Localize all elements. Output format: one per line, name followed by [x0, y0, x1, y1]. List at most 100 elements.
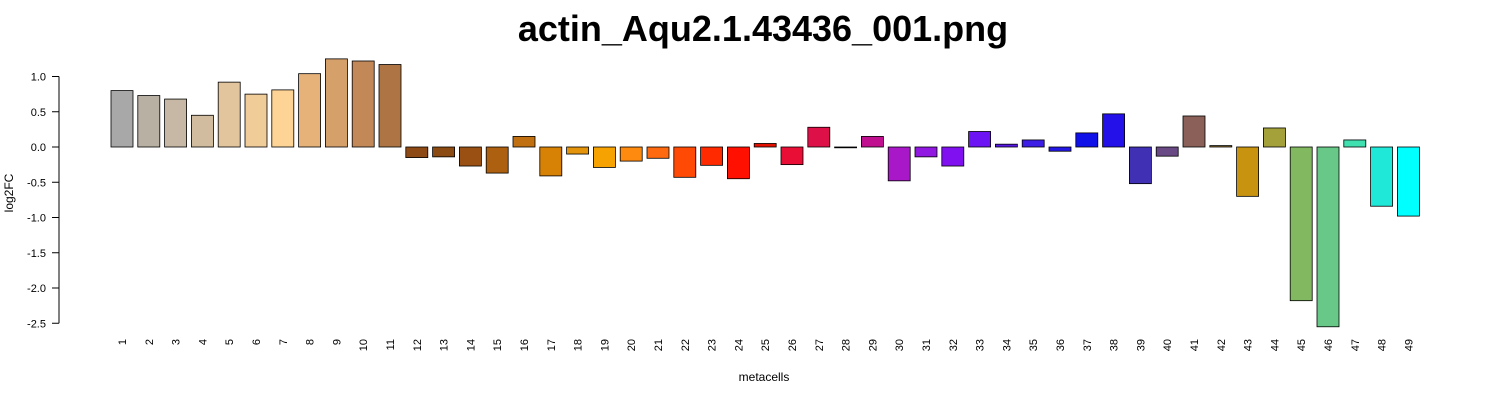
bar-metacell-10: [351, 60, 375, 148]
y-tick-label: -2.0: [27, 283, 46, 295]
bar-metacell-39: [1129, 146, 1152, 185]
x-tick-label: 23: [707, 339, 719, 351]
x-tick-label: 2: [144, 339, 156, 345]
bar-metacell-12: [405, 146, 429, 158]
bar-metacell-28: [834, 146, 857, 149]
bar-metacell-24: [727, 146, 750, 180]
x-tick-label: 25: [760, 339, 772, 351]
x-tick-label: 38: [1109, 339, 1121, 351]
bar-metacell-29: [861, 136, 884, 148]
bar-metacell-44: [1263, 127, 1286, 148]
bar-metacell-45: [1289, 146, 1313, 302]
bar-metacell-26: [780, 146, 804, 166]
x-tick-label: 9: [331, 339, 343, 345]
y-axis: 1.0 0.5 0.0 -0.5 -1.0 -1.5 -2.0 -2.5: [27, 72, 60, 330]
bar-metacell-19: [593, 146, 616, 168]
x-tick-label: 48: [1377, 339, 1389, 351]
bars: [110, 58, 1420, 328]
bar-metacell-36: [1048, 146, 1072, 152]
x-tick-label: 44: [1269, 339, 1281, 351]
bar-metacell-2: [137, 95, 161, 148]
bar-metacell-3: [164, 98, 188, 148]
x-tick-label: 32: [948, 339, 960, 351]
x-tick-label: 13: [439, 339, 451, 351]
y-tick-label: -1.5: [27, 248, 46, 260]
x-tick-label: 20: [626, 339, 638, 351]
bar-metacell-18: [566, 146, 589, 155]
x-tick-label: 4: [197, 339, 209, 345]
x-tick-label: 18: [573, 339, 585, 351]
y-tick-label: -2.5: [27, 318, 46, 330]
x-tick-label: 39: [1135, 339, 1147, 351]
bar-metacell-1: [110, 90, 134, 148]
y-tick-label: 0.0: [31, 142, 46, 154]
x-tick-label: 40: [1162, 339, 1174, 351]
bar-metacell-15: [485, 146, 509, 174]
x-tick-label: 11: [385, 339, 397, 350]
x-tick-label: 42: [1216, 339, 1228, 351]
x-axis-title: metacells: [739, 370, 790, 384]
x-tick-label: 16: [519, 339, 531, 351]
y-tick-label: -0.5: [27, 177, 46, 189]
bar-metacell-34: [995, 143, 1018, 148]
y-tick-label: 0.5: [31, 107, 46, 119]
bar-metacell-8: [298, 73, 322, 148]
bar-metacell-32: [941, 146, 965, 167]
x-tick-label: 8: [305, 339, 317, 345]
x-tick-label: 19: [599, 339, 611, 351]
bar-metacell-23: [700, 146, 723, 166]
x-tick-label: 26: [787, 339, 799, 351]
bar-metacell-41: [1182, 115, 1206, 148]
bar-metacell-49: [1397, 146, 1420, 217]
bar-metacell-31: [914, 146, 938, 158]
bar-metacell-6: [244, 93, 268, 148]
x-tick-label: 10: [358, 339, 370, 351]
bar-metacell-21: [646, 146, 670, 159]
x-tick-label: 31: [921, 339, 933, 351]
bar-metacell-42: [1209, 145, 1233, 148]
bar-metacell-4: [190, 114, 214, 148]
x-tick-label: 47: [1350, 339, 1362, 351]
x-tick-label: 12: [412, 339, 424, 351]
x-tick-label: 27: [814, 339, 826, 351]
x-tick-label: 41: [1189, 339, 1201, 351]
bar-metacell-35: [1021, 139, 1045, 148]
x-tick-label: 14: [465, 339, 477, 351]
x-tick-label: 15: [492, 339, 504, 351]
bar-metacell-25: [753, 143, 777, 148]
x-tick-label: 35: [1028, 339, 1040, 351]
x-tick-label: 34: [1001, 339, 1013, 351]
bar-metacell-40: [1155, 146, 1179, 157]
bar-metacell-22: [673, 146, 697, 178]
x-tick-label: 46: [1323, 339, 1335, 351]
bar-metacell-37: [1075, 132, 1099, 148]
bar-metacell-16: [512, 136, 536, 148]
x-tick-label: 36: [1055, 339, 1067, 351]
x-tick-label: 24: [733, 339, 745, 351]
x-tick-label: 28: [841, 339, 853, 351]
x-tick-label: 45: [1296, 339, 1308, 351]
bar-metacell-13: [432, 146, 456, 158]
y-tick-label: 1.0: [31, 72, 46, 84]
x-tick-label: 22: [680, 339, 692, 351]
bar-metacell-17: [539, 146, 563, 177]
bar-metacell-47: [1343, 139, 1367, 148]
x-tick-label: 37: [1082, 339, 1094, 351]
x-tick-label: 17: [546, 339, 558, 351]
bar-metacell-14: [458, 146, 482, 167]
x-tick-label: 7: [278, 339, 290, 345]
x-tick-label: 49: [1403, 339, 1415, 351]
x-tick-label: 43: [1243, 339, 1255, 351]
chart-title: actin_Aqu2.1.43436_001.png: [517, 8, 1009, 49]
x-tick-label: 3: [171, 339, 183, 345]
y-axis-title: log2FC: [2, 173, 16, 212]
x-tick-labels: 1 2 3 4 5 6 7 8 9 10 11 12 13 14 15 16 17 18 19 20 21 22 23 24 2…: [117, 339, 1415, 351]
bar-metacell-9: [324, 58, 348, 148]
bar-metacell-38: [1102, 113, 1125, 148]
bar-metacell-7: [271, 89, 295, 148]
x-tick-label: 30: [894, 339, 906, 351]
bar-metacell-27: [807, 126, 831, 148]
bar-metacell-11: [378, 64, 402, 148]
x-tick-label: 6: [251, 339, 263, 345]
